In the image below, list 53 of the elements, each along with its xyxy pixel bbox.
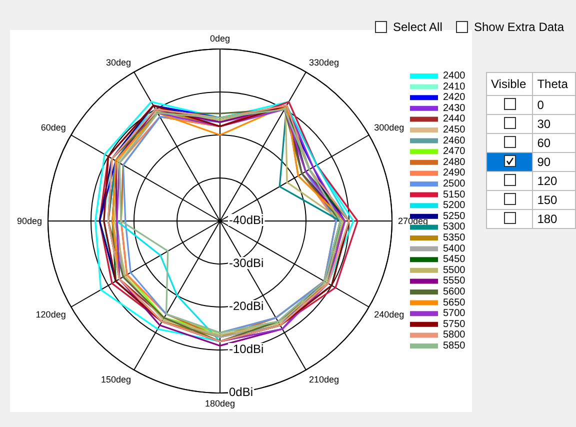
legend-label: 2400 xyxy=(443,70,466,82)
legend-label: 5600 xyxy=(443,286,466,298)
y-tick-label: -20dBi xyxy=(229,299,264,313)
legend-label: 5850 xyxy=(443,340,466,352)
legend-label: 5550 xyxy=(443,276,466,287)
y-tick-label: -40dBi xyxy=(229,213,264,227)
spoke-label: 60deg xyxy=(40,122,66,132)
text: 90 xyxy=(532,152,576,172)
legend-label: 2470 xyxy=(443,146,466,158)
spoke-label: 150deg xyxy=(100,374,131,385)
y-tick-label: -30dBi xyxy=(229,256,264,270)
legend-label: 5250 xyxy=(443,210,466,222)
legend-label: 5300 xyxy=(443,222,466,233)
spoke-label: 120deg xyxy=(36,310,66,320)
legend-label: 5450 xyxy=(443,254,466,266)
legend-label: 2490 xyxy=(443,168,466,179)
y-tick-label: -10dBi xyxy=(229,342,264,356)
legend-label: 2420 xyxy=(443,92,466,104)
legend-label: 2500 xyxy=(443,178,466,190)
legend-label: 2460 xyxy=(443,135,466,146)
text: 150 xyxy=(532,190,576,210)
text: Show Extra Data xyxy=(474,20,564,34)
text: 60 xyxy=(532,134,576,152)
legend-label: 2450 xyxy=(443,124,466,136)
legend-label: 5650 xyxy=(443,297,466,308)
text: Visible xyxy=(486,72,533,96)
spoke-label: 300deg xyxy=(374,122,404,132)
legend-label: 5200 xyxy=(443,200,466,212)
spoke-label: 90deg xyxy=(16,216,42,226)
legend-label: 5150 xyxy=(443,189,466,200)
legend-label: 2410 xyxy=(443,81,466,92)
legend-label: 5800 xyxy=(443,330,466,341)
spoke-label: 180deg xyxy=(204,398,236,408)
legend-label: 2440 xyxy=(443,114,466,125)
legend-label: 5750 xyxy=(443,318,466,330)
legend-label: 5400 xyxy=(443,243,466,254)
spoke-label: 330deg xyxy=(309,57,340,68)
legend-label: 5350 xyxy=(443,232,466,244)
spoke-label: 0deg xyxy=(210,34,230,44)
text: Select All xyxy=(393,20,442,34)
legend-label: 5700 xyxy=(443,308,466,320)
text: 180 xyxy=(532,210,576,228)
legend-label: 5500 xyxy=(443,264,466,276)
spoke-label: 240deg xyxy=(374,310,404,320)
legend-label: 2430 xyxy=(443,102,466,114)
spoke-label: 210deg xyxy=(309,374,340,385)
legend-label: 2480 xyxy=(443,156,466,168)
y-tick-label: 0dBi xyxy=(229,385,254,399)
text: 30 xyxy=(532,114,576,134)
text: Theta xyxy=(532,72,576,96)
spoke-label: 30deg xyxy=(106,57,131,68)
text: 0 xyxy=(532,96,576,114)
text: 120 xyxy=(532,172,576,190)
